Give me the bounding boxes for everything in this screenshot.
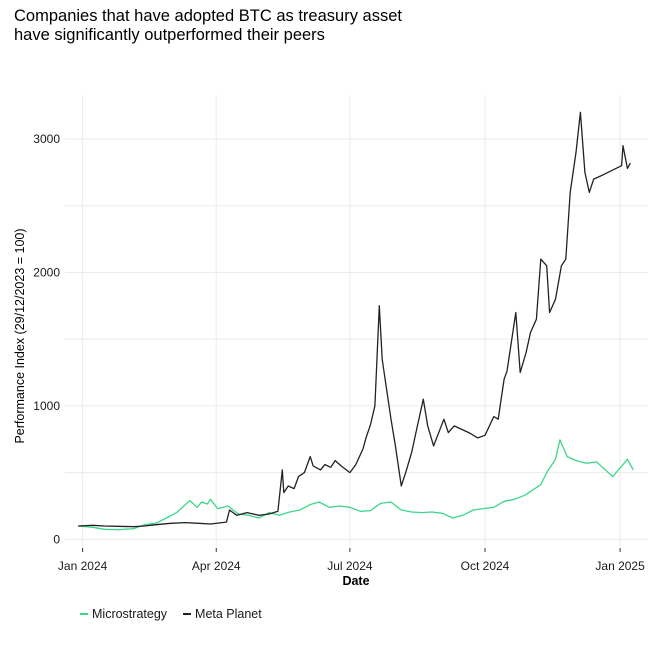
legend-item: Microstrategy: [80, 607, 167, 621]
x-tick-label: Oct 2024: [461, 559, 510, 573]
y-tick-label: 3000: [33, 132, 60, 146]
y-tick-label: 2000: [33, 265, 60, 279]
x-tick-label: Jan 2025: [595, 559, 645, 573]
series-line-microstrategy: [78, 439, 634, 531]
legend: Microstrategy Meta Planet: [80, 607, 272, 621]
series-line-meta-planet: [78, 111, 631, 528]
legend-label: Microstrategy: [92, 607, 168, 621]
x-axis-ticks: Jan 2024 Apr 2024 Jul 2024 Oct 2024 Jan 2025: [58, 548, 645, 573]
x-tick-label: Apr 2024: [192, 559, 241, 573]
legend-label: Meta Planet: [195, 607, 262, 621]
legend-key: [183, 613, 192, 615]
chart-title: Companies that have adopted BTC as treas…: [14, 7, 402, 44]
y-axis-title: Performance Index (29/12/2023 = 100): [13, 228, 27, 443]
x-tick-label: Jan 2024: [58, 559, 108, 573]
legend-key: [80, 613, 88, 615]
y-axis-ticks: 0 1000 2000 3000: [33, 132, 60, 546]
y-tick-label: 0: [53, 532, 60, 546]
legend-item: Meta Planet: [183, 607, 262, 621]
grid-lines: [65, 95, 648, 546]
x-axis-title: Date: [342, 574, 369, 588]
series-lines: [78, 111, 634, 531]
y-tick-label: 1000: [33, 399, 60, 413]
x-tick-label: Jul 2024: [327, 559, 373, 573]
